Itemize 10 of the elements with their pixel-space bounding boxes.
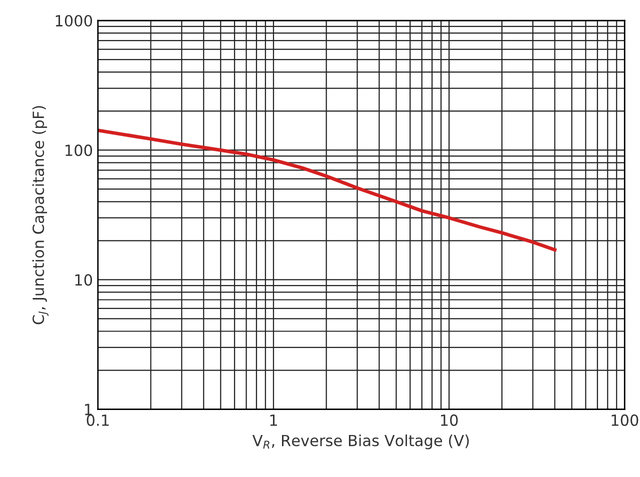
y-tick-label: 1 xyxy=(85,404,92,416)
y-axis-title: C$_{J}$, Junction Capacitance (pF) xyxy=(32,106,49,324)
x-tick-label: 1 xyxy=(270,414,277,426)
x-axis-title: V$_{R}$, Reverse Bias Voltage (V) xyxy=(252,434,469,450)
x-tick-label: 10 xyxy=(441,414,458,426)
y-tick-label: 1000 xyxy=(56,14,92,27)
y-tick-label: 100 xyxy=(66,144,92,156)
x-tick-label: 100 xyxy=(612,414,638,426)
y-tick-label: 10 xyxy=(75,274,92,286)
x-tick-label: 0.1 xyxy=(86,414,109,426)
